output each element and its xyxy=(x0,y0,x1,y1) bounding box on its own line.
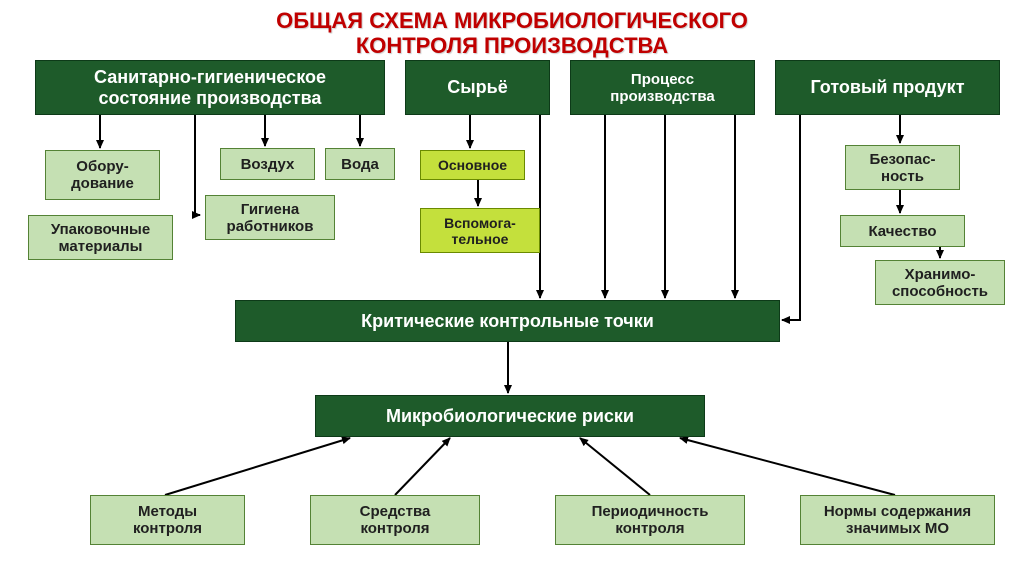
node-risks: Микробиологические риски xyxy=(315,395,705,437)
node-label: Безопас-ность xyxy=(869,151,935,185)
node-label: Хранимо-способность xyxy=(892,266,988,300)
node-label: Обору-дование xyxy=(71,158,134,192)
node-label: Методыконтроля xyxy=(133,503,202,537)
node-ccp: Критические контрольные точки xyxy=(235,300,780,342)
node-label: Нормы содержаниязначимых МО xyxy=(824,503,971,537)
node-label: Гигиенаработников xyxy=(227,201,314,235)
node-process: Процесспроизводства xyxy=(570,60,755,115)
node-label: Сырьё xyxy=(447,77,507,98)
node-methods: Методыконтроля xyxy=(90,495,245,545)
node-sanitary: Санитарно-гигиеническоесостояние произво… xyxy=(35,60,385,115)
node-aux_raw: Вспомога-тельное xyxy=(420,208,540,253)
node-label: Санитарно-гигиеническоесостояние произво… xyxy=(94,67,326,109)
node-storage: Хранимо-способность xyxy=(875,260,1005,305)
node-label: Вспомога-тельное xyxy=(444,215,516,247)
node-packaging: Упаковочныематериалы xyxy=(28,215,173,260)
node-label: Периодичностьконтроля xyxy=(592,503,709,537)
title-line1: ОБЩАЯ СХЕМА МИКРОБИОЛОГИЧЕСКОГО xyxy=(276,8,748,33)
node-label: Процесспроизводства xyxy=(610,71,714,105)
node-main_raw: Основное xyxy=(420,150,525,180)
node-air: Воздух xyxy=(220,148,315,180)
node-label: Критические контрольные точки xyxy=(361,311,654,332)
node-raw: Сырьё xyxy=(405,60,550,115)
node-quality: Качество xyxy=(840,215,965,247)
node-label: Основное xyxy=(438,157,507,173)
node-label: Средстваконтроля xyxy=(360,503,431,537)
node-label: Вода xyxy=(341,156,379,173)
node-label: Упаковочныематериалы xyxy=(51,221,150,255)
node-water: Вода xyxy=(325,148,395,180)
node-label: Микробиологические риски xyxy=(386,406,634,427)
node-product: Готовый продукт xyxy=(775,60,1000,115)
node-norms: Нормы содержаниязначимых МО xyxy=(800,495,995,545)
diagram-title: ОБЩАЯ СХЕМА МИКРОБИОЛОГИЧЕСКОГО КОНТРОЛЯ… xyxy=(0,0,1024,59)
node-means: Средстваконтроля xyxy=(310,495,480,545)
node-label: Готовый продукт xyxy=(810,77,964,98)
node-equipment: Обору-дование xyxy=(45,150,160,200)
node-safety: Безопас-ность xyxy=(845,145,960,190)
node-periodicity: Периодичностьконтроля xyxy=(555,495,745,545)
node-label: Качество xyxy=(868,223,936,240)
title-line2: КОНТРОЛЯ ПРОИЗВОДСТВА xyxy=(356,33,668,58)
node-hygiene: Гигиенаработников xyxy=(205,195,335,240)
node-label: Воздух xyxy=(241,156,295,173)
